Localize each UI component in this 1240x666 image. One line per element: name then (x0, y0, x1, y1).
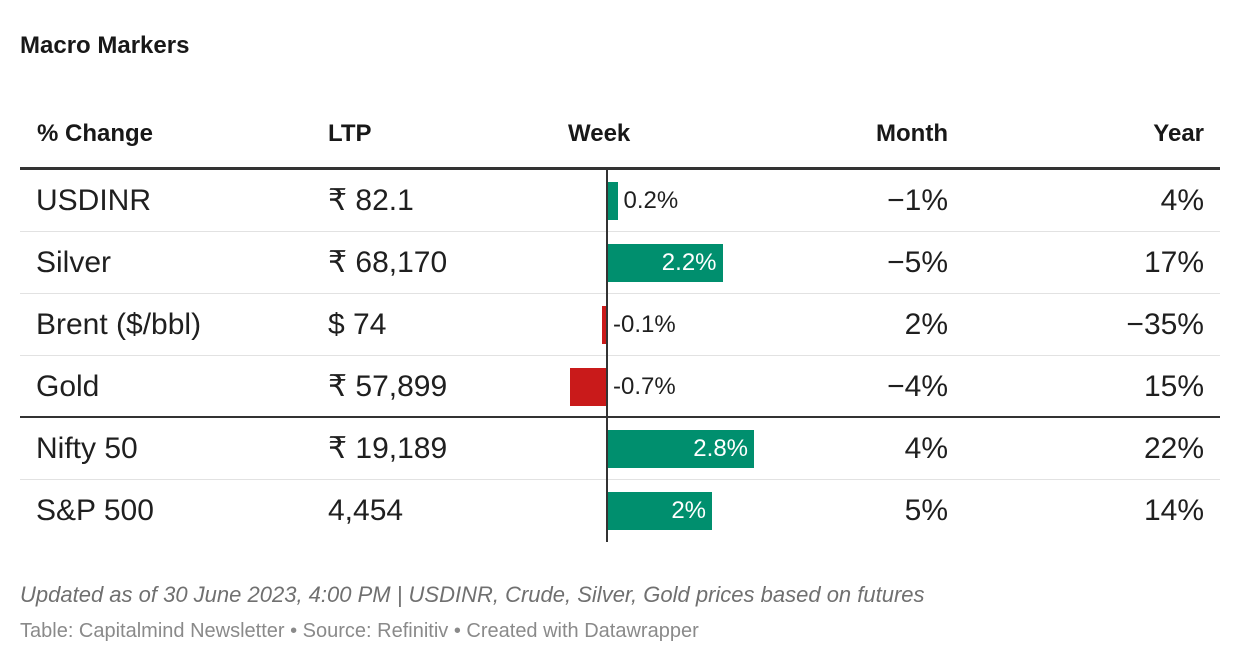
row-ltp: $ 74 (328, 308, 387, 341)
row-month: 5% (904, 494, 948, 527)
row-year: 14% (1143, 494, 1204, 527)
row-month: −4% (887, 370, 948, 403)
row-separator (20, 293, 1220, 294)
table-row: S&P 500 4,454 5% 14% (20, 480, 1220, 542)
row-name: Brent ($/bbl) (36, 308, 202, 341)
row-year: 17% (1143, 246, 1204, 279)
footer-credit: Table: Capitalmind Newsletter • Source: … (20, 620, 699, 642)
header-rule (20, 167, 1220, 170)
table-row: Gold ₹ 57,899 −4% 15% (20, 356, 1220, 418)
row-name: Nifty 50 (36, 432, 138, 465)
week-bar-label: -0.1% (613, 311, 676, 338)
week-bar (607, 182, 618, 220)
row-month: 2% (904, 308, 948, 341)
row-ltp: ₹ 57,899 (328, 370, 448, 403)
row-separator (20, 479, 1220, 480)
table-row: Brent ($/bbl) $ 74 2% −35% (20, 294, 1220, 356)
header-year: Year (1153, 120, 1204, 147)
table-row: Nifty 50 ₹ 19,189 4% 22% (20, 418, 1220, 480)
header-month: Month (876, 120, 948, 147)
footer-notes: Updated as of 30 June 2023, 4:00 PM | US… (20, 582, 925, 607)
week-bar (607, 244, 723, 282)
table-row: USDINR ₹ 82.1 −1% 4% (20, 170, 1220, 232)
row-year: 4% (1160, 184, 1204, 217)
row-name: USDINR (36, 184, 152, 217)
row-name: Gold (36, 370, 100, 403)
row-name: Silver (36, 246, 112, 279)
row-ltp: 4,454 (328, 494, 404, 527)
week-bar-label: 2% (671, 497, 706, 524)
row-month: 4% (904, 432, 948, 465)
week-bar-label: 0.2% (623, 187, 679, 214)
header-name: % Change (37, 120, 154, 147)
group-separator (20, 416, 1220, 418)
header-ltp: LTP (328, 120, 372, 147)
row-ltp: ₹ 82.1 (328, 184, 414, 217)
row-separator (20, 355, 1220, 356)
row-year: 15% (1143, 370, 1204, 403)
row-month: −5% (887, 246, 948, 279)
week-bar-label: -0.7% (613, 373, 676, 400)
week-zero-axis (606, 170, 608, 542)
row-separator (20, 231, 1220, 232)
row-month: −1% (887, 184, 948, 217)
week-bar (607, 430, 754, 468)
table-row: Silver ₹ 68,170 −5% 17% (20, 232, 1220, 294)
row-ltp: ₹ 68,170 (328, 246, 448, 279)
row-name: S&P 500 (36, 494, 154, 527)
row-year: 22% (1143, 432, 1204, 465)
table-title: Macro Markers (20, 32, 190, 59)
header-week: Week (568, 120, 631, 147)
week-bar (570, 368, 607, 406)
week-bar (607, 492, 712, 530)
week-bar-label: 2.8% (693, 435, 748, 462)
row-year: −35% (1126, 308, 1204, 341)
row-ltp: ₹ 19,189 (328, 432, 448, 465)
week-bar-label: 2.2% (661, 249, 717, 276)
week-bar (601, 306, 607, 344)
